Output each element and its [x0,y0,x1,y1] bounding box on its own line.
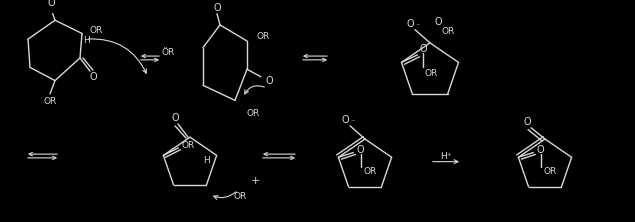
Text: O: O [406,19,414,29]
Text: O: O [357,145,364,155]
Text: ⁻: ⁻ [351,118,355,127]
Text: OR: OR [544,167,557,176]
Text: O: O [213,3,221,13]
Text: +: + [250,176,260,186]
Text: O: O [537,145,544,155]
Text: H: H [84,36,90,45]
Text: OR: OR [441,27,455,36]
Text: O: O [434,17,442,27]
Text: H⁺: H⁺ [440,151,451,161]
Text: OR: OR [364,167,377,176]
Text: O: O [341,115,349,125]
Text: O: O [420,44,427,54]
Text: OR: OR [234,192,246,201]
Text: O: O [89,72,97,82]
Text: H: H [203,156,210,165]
Text: O: O [265,75,273,86]
Text: OR: OR [90,26,103,35]
Text: OR: OR [182,141,195,150]
Text: OR: OR [257,32,270,41]
Text: OR: OR [43,97,57,106]
Text: ⁻: ⁻ [416,21,420,30]
Text: ÖR: ÖR [161,48,175,57]
Text: O: O [47,0,55,8]
Text: OR: OR [246,109,260,118]
Text: OR: OR [425,69,438,78]
Text: O: O [171,113,179,123]
Text: O: O [523,117,531,127]
